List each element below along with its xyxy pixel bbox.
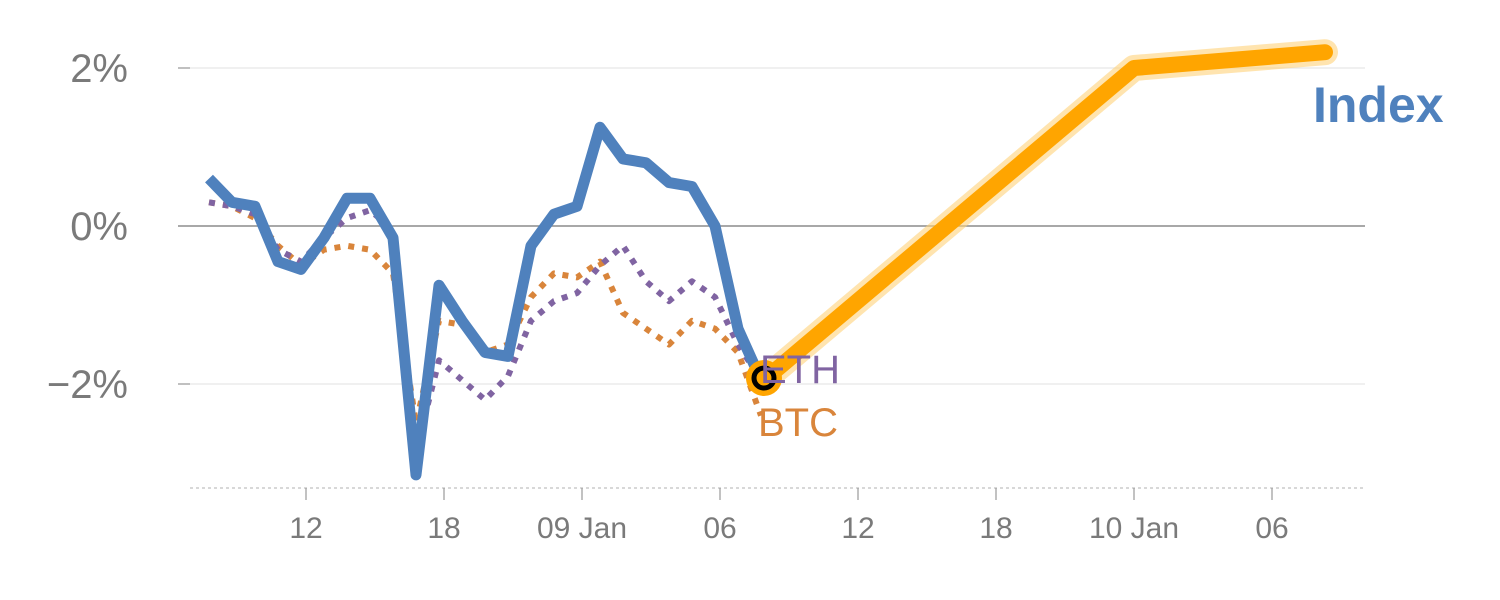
x-tick-label: 18: [979, 512, 1012, 545]
y-tick-label: 2%: [70, 47, 128, 91]
end-marker-outer: [746, 360, 782, 397]
label-index: Index: [1313, 77, 1444, 133]
projection-line: [756, 44, 1333, 388]
markers: [746, 360, 782, 397]
x-tick-label: 10 Jan: [1089, 512, 1179, 545]
x-tick-label: 06: [1255, 512, 1288, 545]
series-index-line: [205, 121, 767, 481]
series-eth-line: [208, 199, 764, 455]
x-tick-label: 12: [841, 512, 874, 545]
series-btc-line: [208, 199, 764, 427]
label-eth: ETH: [760, 348, 840, 392]
projection-glow: [751, 39, 1338, 393]
x-tick-label: 12: [289, 512, 322, 545]
label-btc: BTC: [758, 401, 838, 445]
y-tick-label: 0%: [70, 205, 128, 249]
x-tick-label: 09 Jan: [537, 512, 627, 545]
y-axis: 2% 0% −2%: [47, 47, 190, 407]
grid-lines: [178, 67, 1365, 385]
x-axis: 12 18 09 Jan 06 12 18 10 Jan 06: [190, 487, 1365, 545]
end-marker-ring: [751, 365, 777, 391]
x-tick-label: 18: [427, 512, 460, 545]
y-tick-label: −2%: [47, 363, 128, 407]
series-lines: [205, 39, 1338, 481]
x-tick-label: 06: [703, 512, 736, 545]
